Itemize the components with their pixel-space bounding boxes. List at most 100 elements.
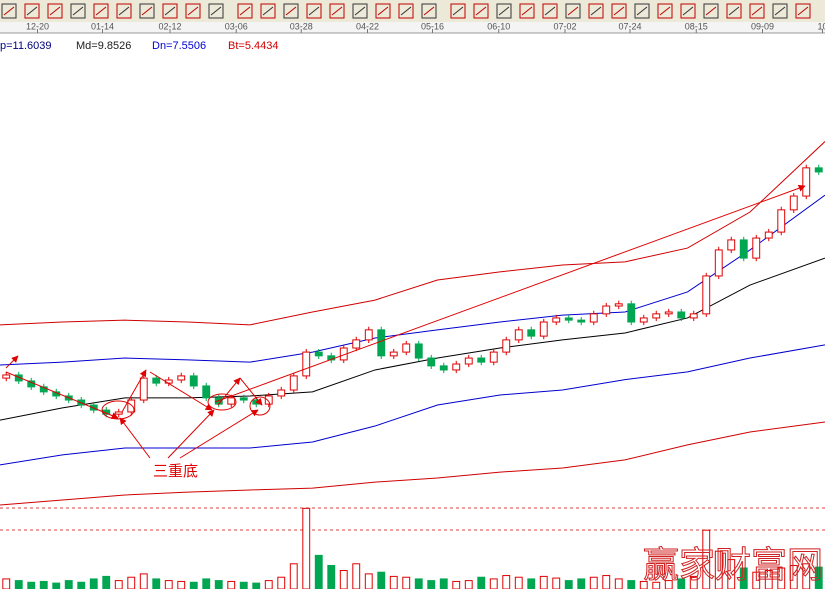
x-tick-label: 07-24 [618,21,641,31]
volume-bar [739,567,748,589]
toolbar-icon [749,3,765,19]
band-line [0,344,825,466]
candle-body [677,311,686,319]
volume-bar [552,577,561,589]
candle-body [577,319,586,323]
toolbar-icon [118,6,130,16]
toolbar-icon [680,3,696,19]
band-line [0,194,825,366]
candle-body [514,329,523,341]
toolbar-icon [705,6,717,16]
watermark: 赢家财富网 [643,545,823,586]
candle-body [202,385,211,399]
x-tick-label: 02-12 [158,21,181,31]
candle-body [427,357,436,367]
arrow [5,355,19,369]
toolbar-icon [306,3,322,19]
candle-body [527,329,536,337]
legend-entry: p=11.6039 [0,40,52,52]
candle-body [602,305,611,315]
candle-body [614,303,623,307]
volume-bar [639,580,648,589]
toolbar-icon [496,3,512,19]
annotation-arrows [5,184,806,459]
candle-body [539,321,548,337]
candle-body [664,311,673,315]
volume-bar [177,580,186,589]
toolbar-icon [751,6,763,16]
toolbar-icon [772,3,788,19]
x-tick-label: 04-22 [356,21,379,31]
candle-body [739,239,748,259]
candle-body [14,374,23,382]
candle-body [814,167,823,173]
volume-bar [489,578,498,589]
candle-body [502,339,511,353]
volume-bar [189,581,198,589]
volume-bar [464,580,473,589]
volume-bar [289,563,298,589]
candle-body [277,389,286,397]
x-tick-label: 03-06 [225,21,248,31]
toolbar-icon [260,3,276,19]
toolbar-icon [308,6,320,16]
volume-bar [452,580,461,589]
toolbar-icon [47,3,63,19]
candle-body [139,377,148,401]
volume-bar [627,580,636,589]
toolbar-icon [421,3,437,19]
arrow [121,369,147,413]
volume-bar [427,580,436,589]
trend-line [214,184,806,403]
candle-body [377,329,386,357]
volume-bar [14,580,23,589]
candle-body [652,313,661,319]
volume-bar [777,567,786,589]
candle-body [239,397,248,401]
toolbar-icon [544,6,556,16]
toolbar-icon [352,3,368,19]
candle-body [452,363,461,371]
volume-bar [39,580,48,589]
toolbar-icon [26,6,38,16]
toolbar-icon [452,6,464,16]
toolbar-icon [726,3,742,19]
volume-bar [477,576,486,589]
volume-bar [127,576,136,589]
toolbar-icon [634,3,650,19]
volume-bar [764,570,773,589]
toolbar-icon [588,3,604,19]
toolbar-icon [398,3,414,19]
candle-body [227,397,236,405]
toolbar-icon [237,3,253,19]
toolbar-icon [590,6,602,16]
toolbar-icon [795,3,811,19]
arrow [5,371,119,419]
toolbar-icon [95,6,107,16]
candle-body [764,231,773,239]
volume-bar [164,580,173,589]
x-tick-label: 08-15 [685,21,708,31]
toolbar-icon [141,6,153,16]
candle-body [627,303,636,323]
volume-bar [364,573,373,589]
volume-bar [539,575,548,589]
volume-bar [314,554,323,589]
volume-bar [27,581,36,589]
toolbar-icon [521,6,533,16]
toolbar-icon [567,6,579,16]
date-axis-bar [0,22,825,33]
candle-body [302,351,311,377]
candle-body [564,317,573,321]
toolbar-icon [72,6,84,16]
volume-bar [439,578,448,589]
volume-bar [227,580,236,589]
volume-bar [139,573,148,589]
volume-bar [264,580,273,589]
candle-body [177,375,186,381]
volume-bar [327,564,336,589]
x-tick-label: 05-16 [421,21,444,31]
toolbar-icon [354,6,366,16]
